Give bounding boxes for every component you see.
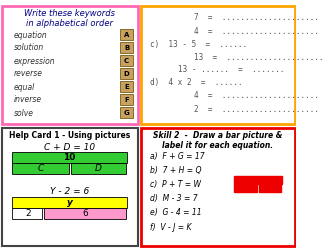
Text: 7  =  .....................: 7 = ..................... [194,14,319,22]
Bar [2,6,138,124]
Text: C: C [38,164,44,173]
Text: G: G [124,110,129,116]
Bar [120,107,133,118]
Text: 13 - ......  =  .......: 13 - ...... = ....... [178,66,285,75]
Text: 2  =  .....................: 2 = ..................... [194,105,319,113]
Text: Write these keywords: Write these keywords [24,10,115,18]
Text: expression: expression [14,56,56,66]
Bar [141,128,295,246]
Bar [120,29,133,40]
Text: E: E [124,84,129,90]
Text: 4  =  .....................: 4 = ..................... [194,26,319,36]
Text: C + D = 10: C + D = 10 [44,142,95,151]
Text: d)  4 x 2  =  ......: d) 4 x 2 = ...... [150,79,243,87]
Text: c)  P + T = W: c) P + T = W [150,180,201,190]
Bar [234,176,282,184]
Bar [71,163,126,174]
Bar [12,152,127,163]
Text: label it for each equation.: label it for each equation. [162,141,274,149]
Text: 13  =  .....................: 13 = ..................... [194,52,324,61]
Text: reverse: reverse [14,70,43,79]
Text: 10: 10 [64,153,76,162]
Text: A: A [124,32,129,38]
Bar [120,55,133,66]
Bar [120,42,133,53]
Bar [120,94,133,105]
Text: equal: equal [14,82,35,91]
Text: C: C [124,58,129,64]
Text: equation: equation [14,30,48,40]
Text: e)  G - 4 = 11: e) G - 4 = 11 [150,208,202,217]
Bar [44,208,126,219]
Text: Help Card 1 - Using pictures: Help Card 1 - Using pictures [9,131,130,140]
Text: in alphabetical order: in alphabetical order [26,18,113,27]
Text: a)  F + G = 17: a) F + G = 17 [150,152,205,162]
Text: Y - 2 = 6: Y - 2 = 6 [50,187,89,197]
Text: b)  7 + H = Q: b) 7 + H = Q [150,167,202,175]
Text: d)  M - 3 = 7: d) M - 3 = 7 [150,195,198,204]
Text: B: B [124,45,129,51]
Text: f)  V - J = K: f) V - J = K [150,223,192,232]
Bar [234,184,257,192]
Text: y: y [67,198,73,207]
Bar [120,81,133,92]
Text: 6: 6 [82,209,88,218]
Bar [12,208,42,219]
Text: inverse: inverse [14,96,42,105]
Text: solve: solve [14,109,34,117]
Bar [120,68,133,79]
Text: D: D [124,71,129,77]
Text: 2: 2 [25,209,31,218]
Bar [141,6,295,124]
Bar [259,184,282,192]
Text: 4  =  .....................: 4 = ..................... [194,91,319,101]
Bar [12,197,127,208]
Text: Skill 2  -  Draw a bar picture &: Skill 2 - Draw a bar picture & [153,132,283,141]
Text: c)  13 - 5  =  ......: c) 13 - 5 = ...... [150,40,247,48]
Text: solution: solution [14,44,44,52]
Bar [12,163,69,174]
Text: D: D [95,164,102,173]
Bar [2,128,138,246]
Text: F: F [124,97,129,103]
